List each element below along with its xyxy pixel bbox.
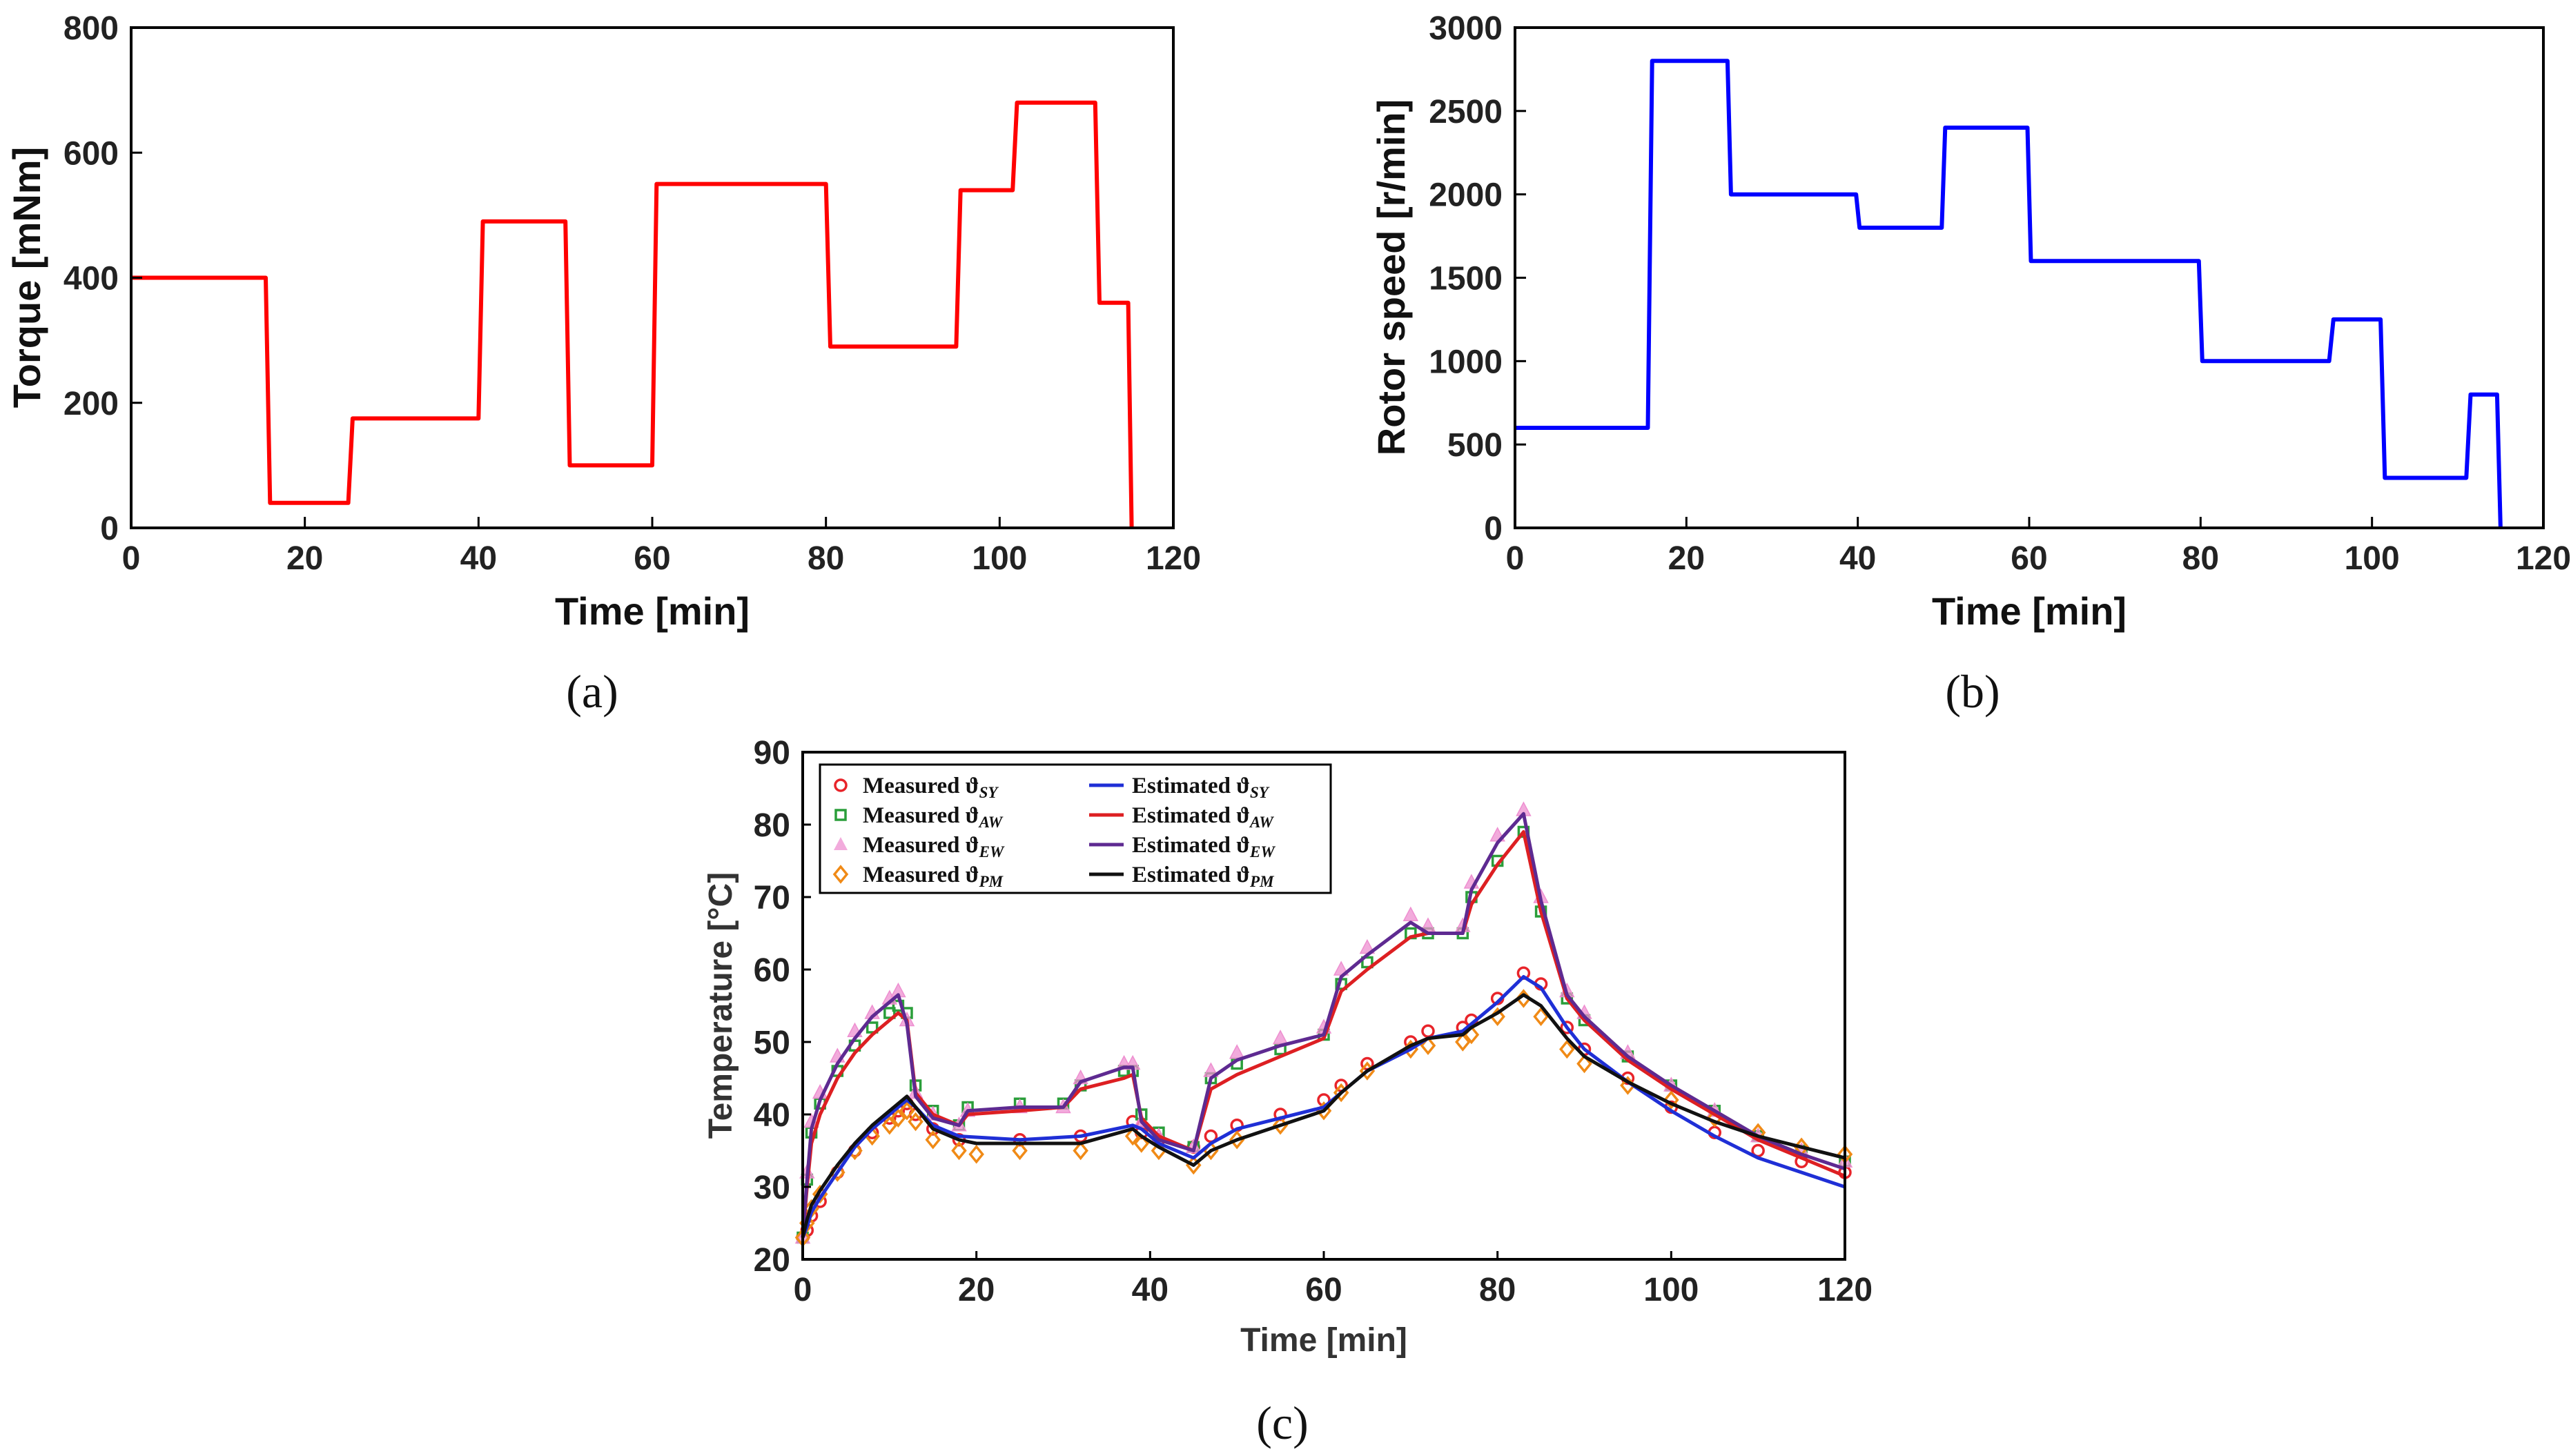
x-tick-label: 120: [1817, 1272, 1873, 1308]
y-tick-label: 2500: [1429, 94, 1503, 130]
data-point: [1402, 906, 1419, 921]
legend-box: [819, 763, 1332, 894]
x-tick-label: 60: [1305, 1272, 1342, 1308]
y-tick-label: 1000: [1429, 344, 1503, 380]
x-tick-label: 40: [1839, 540, 1876, 577]
y-tick-label: 30: [754, 1170, 790, 1206]
data-point: [1133, 1134, 1150, 1153]
series-line-estimated-pm: [801, 993, 1846, 1239]
data-point: [890, 1108, 906, 1128]
data-point: [1576, 1054, 1592, 1074]
series-line-torque: [131, 100, 1134, 529]
data-point: [1559, 1039, 1575, 1059]
data-point: [1663, 1090, 1679, 1110]
y-tick-label: 50: [754, 1025, 790, 1061]
legend-marker-circle: [834, 778, 848, 792]
x-tick-label: 0: [1506, 540, 1525, 577]
y-tick-label: 600: [63, 135, 119, 172]
y-tick-label: 1500: [1429, 261, 1503, 297]
data-point: [899, 1101, 915, 1121]
series-line-rotor-speed: [1515, 59, 2503, 529]
data-point: [1560, 1021, 1574, 1034]
y-tick-label: 40: [754, 1097, 790, 1134]
y-tick-label: 0: [1484, 511, 1503, 547]
y-tick-label: 60: [754, 952, 790, 989]
data-point: [925, 1130, 941, 1150]
y-tick-label: 800: [63, 10, 119, 47]
x-tick-label: 0: [122, 540, 141, 577]
x-tick-label: 100: [1643, 1272, 1699, 1308]
panel-a-series-layer: [131, 100, 1134, 529]
data-point: [1421, 1024, 1435, 1038]
data-point: [1273, 1108, 1287, 1121]
y-tick-label: 400: [63, 261, 119, 297]
data-point: [951, 1141, 967, 1161]
panel-a-label: (a): [566, 665, 618, 718]
x-tick-label: 120: [1146, 540, 1201, 577]
x-tick-label: 100: [972, 540, 1027, 577]
data-point: [881, 1115, 898, 1135]
x-tick-label: 20: [958, 1272, 995, 1308]
panel-b-label: (b): [1945, 665, 2000, 718]
x-tick-label: 120: [2516, 540, 2571, 577]
x-tick-label: 20: [286, 540, 323, 577]
data-point: [1455, 1032, 1471, 1052]
legend-label: Measured ϑSY: [863, 774, 999, 801]
y-tick-label: 90: [754, 735, 790, 771]
y-tick-label: 70: [754, 880, 790, 916]
panel-a-torque-chart: Time [min] Torque [mNm] (a) 0 20 40 60 80 100…: [5, 10, 1201, 718]
panel-c-y-axis-title: Temperature [°C]: [703, 872, 739, 1139]
y-tick-label: 2000: [1429, 177, 1503, 214]
data-point: [1229, 1044, 1245, 1059]
panel-c-temperature-chart: Time [min] Temperature [°C] (c) 0 20 40 60 8…: [703, 735, 1873, 1449]
legend-marker-diamond: [832, 865, 849, 884]
x-tick-label: 80: [2182, 540, 2219, 577]
data-point: [866, 1021, 879, 1034]
series-line-estimated-sy: [801, 975, 1846, 1239]
x-tick-label: 80: [1479, 1272, 1516, 1308]
data-point: [968, 1144, 984, 1164]
y-tick-label: 3000: [1429, 10, 1503, 47]
legend-label: Estimated ϑSY: [1132, 774, 1270, 801]
x-tick-label: 20: [1668, 540, 1705, 577]
y-tick-label: 80: [754, 807, 790, 844]
panel-b-plot-frame: [1514, 26, 2545, 529]
x-tick-label: 60: [2011, 540, 2047, 577]
x-tick-label: 40: [1132, 1272, 1169, 1308]
data-point: [1361, 956, 1374, 969]
x-tick-label: 100: [2345, 540, 2400, 577]
panel-c-label: (c): [1256, 1397, 1308, 1449]
panel-a-y-axis-title: Torque [mNm]: [5, 147, 48, 409]
legend-marker-triangle: [834, 837, 848, 850]
y-tick-label: 0: [100, 511, 119, 547]
panel-b-rotor-speed-chart: Time [min] Rotor speed [r/min] (b) 0 20 40…: [1369, 10, 2571, 718]
panel-c-x-axis-title: Time [min]: [1240, 1322, 1407, 1359]
x-tick-label: 80: [808, 540, 844, 577]
panel-b-y-axis-title: Rotor speed [r/min]: [1369, 99, 1413, 455]
legend-marker-square: [834, 809, 847, 821]
x-tick-label: 0: [794, 1272, 812, 1308]
y-tick-label: 200: [63, 386, 119, 422]
panel-b-series-layer: [1515, 59, 2503, 529]
y-tick-label: 500: [1447, 427, 1503, 464]
data-point: [908, 1112, 923, 1132]
data-point: [883, 1007, 896, 1019]
x-tick-label: 40: [460, 540, 497, 577]
y-tick-label: 20: [754, 1242, 790, 1279]
panel-b-x-axis-title: Time [min]: [1932, 589, 2127, 633]
panel-a-x-axis-title: Time [min]: [555, 589, 750, 633]
series-line-estimated-ew: [801, 811, 1846, 1238]
data-point: [1073, 1141, 1088, 1161]
x-tick-label: 60: [634, 540, 670, 577]
data-point: [1012, 1141, 1028, 1161]
data-point: [1272, 1030, 1289, 1045]
data-point: [1420, 1036, 1436, 1056]
data-point: [1533, 1007, 1549, 1027]
